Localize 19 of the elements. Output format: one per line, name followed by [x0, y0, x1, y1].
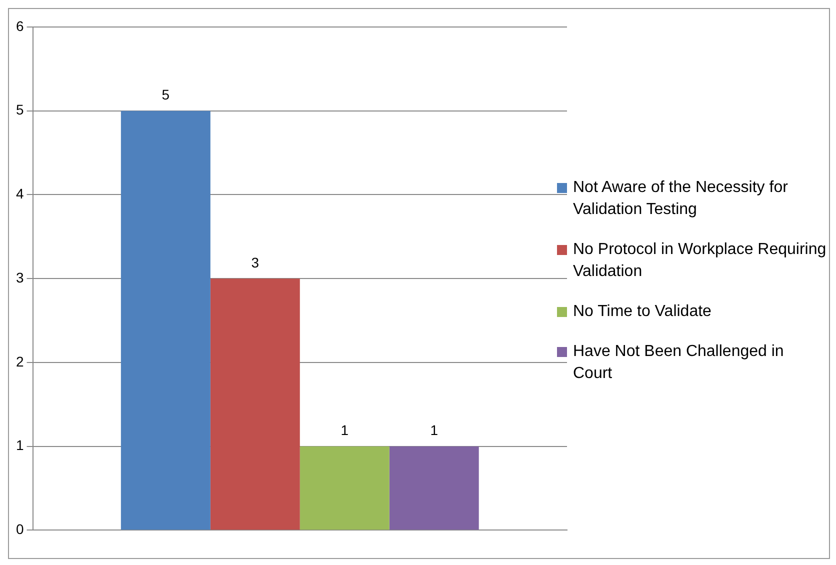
data-label: 1 — [340, 422, 349, 438]
legend-label: No Time to Validate — [573, 302, 712, 322]
y-tick-label: 0 — [16, 521, 24, 538]
bar — [120, 110, 210, 530]
y-tick-label: 3 — [16, 269, 24, 286]
legend-label: Have Not Been Challenged in Court — [573, 342, 785, 384]
legend-label: Not Aware of the Necessity for Validation Testing — [573, 178, 789, 220]
data-label: 3 — [251, 254, 260, 270]
data-label: 1 — [430, 422, 438, 438]
data-label: 5 — [162, 86, 170, 103]
y-tick-label: 5 — [16, 102, 24, 118]
bar — [300, 446, 390, 530]
legend-label: No Protocol in Workplace Requiring Validation — [573, 240, 827, 282]
y-tick-label: 4 — [16, 186, 24, 202]
bar — [389, 446, 479, 530]
y-tick-label: 2 — [16, 353, 24, 370]
y-tick-label: 1 — [16, 437, 24, 454]
bar — [210, 278, 300, 530]
y-tick-label: 6 — [16, 18, 24, 34]
